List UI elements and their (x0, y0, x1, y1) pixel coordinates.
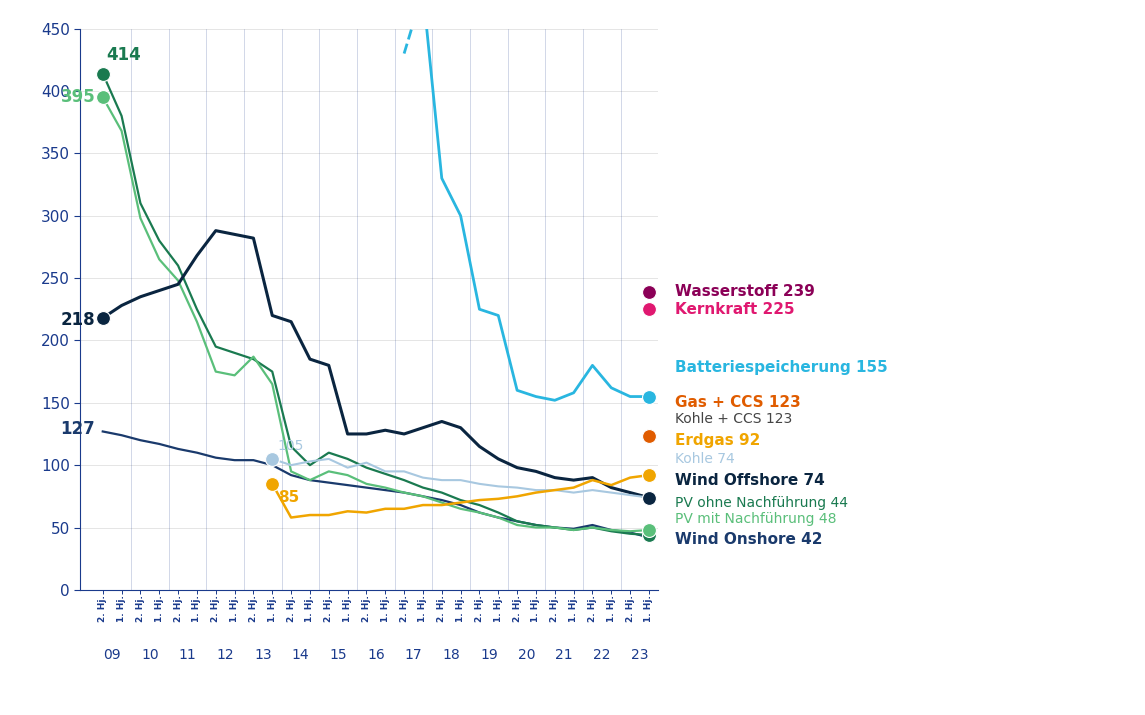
Text: 105: 105 (278, 439, 305, 453)
Text: Wind Onshore 42: Wind Onshore 42 (676, 533, 822, 548)
Text: Erdgas 92: Erdgas 92 (676, 433, 760, 448)
Text: Wasserstoff 239: Wasserstoff 239 (676, 285, 815, 300)
Text: 85: 85 (278, 490, 299, 505)
Text: Kohle 74: Kohle 74 (676, 452, 735, 466)
Text: 127: 127 (61, 420, 95, 438)
Text: Gas + CCS 123: Gas + CCS 123 (676, 395, 800, 410)
Text: Wind Offshore 74: Wind Offshore 74 (676, 473, 824, 488)
Text: Kohle + CCS 123: Kohle + CCS 123 (676, 412, 792, 426)
Text: Batteriespeicherung 155: Batteriespeicherung 155 (676, 360, 887, 375)
Text: 414: 414 (106, 46, 141, 64)
Text: 395: 395 (61, 88, 95, 107)
Text: 218: 218 (61, 312, 95, 330)
Text: Kernkraft 225: Kernkraft 225 (676, 302, 795, 317)
Text: PV ohne Nachführung 44: PV ohne Nachführung 44 (676, 495, 848, 510)
Text: PV mit Nachführung 48: PV mit Nachführung 48 (676, 512, 837, 526)
